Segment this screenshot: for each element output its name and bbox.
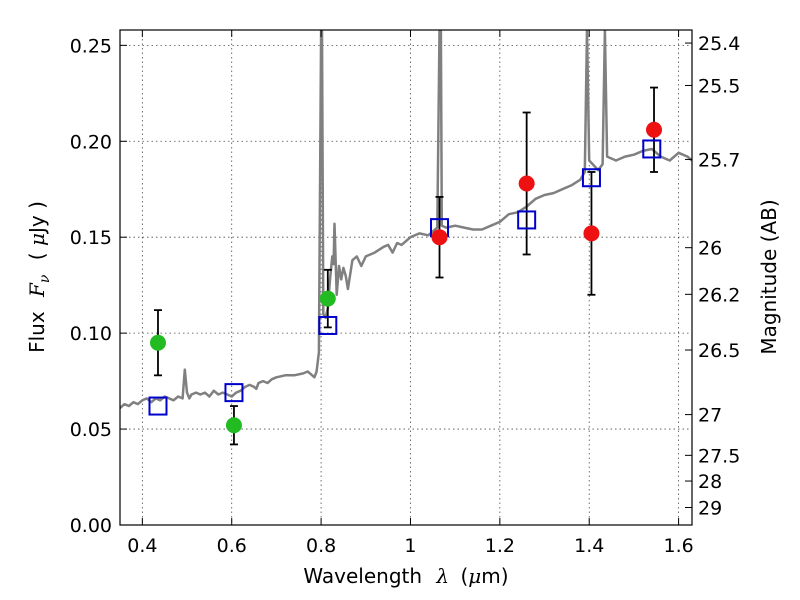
x-axis-label-unit-mu: μ	[468, 564, 481, 588]
plot-frame	[119, 29, 693, 526]
model-point	[642, 139, 662, 159]
observed-points-layer	[149, 121, 663, 434]
y-axis-ticks: 0.00 0.05 0.10 0.15 0.20 0.25	[70, 35, 127, 537]
x-axis-label: Wavelength λ (μm)	[303, 564, 508, 588]
x-tick-label: 1.6	[663, 535, 693, 557]
y-tick-label: 0.05	[70, 419, 112, 441]
model-point	[318, 315, 338, 335]
y-axis-label-text: Flux	[25, 311, 49, 353]
magnitude-tick-label: 25.5	[698, 75, 740, 97]
magnitude-axis-label: Magnitude (AB)	[757, 199, 781, 354]
red-data-point	[646, 121, 663, 138]
y-axis-label-unit-open: (	[25, 252, 49, 260]
y-axis-label-symbol: F	[25, 282, 49, 298]
x-tick-label: 1.2	[485, 535, 515, 557]
green-data-point	[149, 334, 166, 351]
x-axis-label-lambda: λ	[435, 564, 449, 588]
green-data-point	[319, 290, 336, 307]
x-tick-label: 0.6	[217, 535, 247, 557]
red-data-point	[518, 175, 535, 192]
model-point	[581, 168, 601, 188]
magnitude-tick-label: 27	[698, 405, 722, 427]
x-axis-label-unit-rest: m)	[481, 564, 508, 588]
x-axis-label-unit-open: (	[460, 564, 468, 588]
y-axis-label-unit-rest: Jy )	[25, 201, 49, 235]
y-tick-label: 0.00	[70, 515, 112, 537]
magnitude-tick-label: 28	[698, 471, 722, 493]
spectrum-layer	[120, 30, 692, 409]
magnitude-tick-label: 26.2	[698, 284, 740, 306]
x-tick-label: 1.4	[574, 535, 604, 557]
spectrum-line	[120, 30, 692, 409]
y-tick-label: 0.10	[70, 323, 112, 345]
x-tick-label: 1	[404, 535, 416, 557]
model-points-layer	[148, 139, 662, 416]
model-point	[517, 210, 537, 230]
y-axis-label: Flux Fν ( μJy )	[25, 201, 54, 353]
red-data-point	[431, 229, 448, 246]
green-data-point	[225, 417, 242, 434]
x-tick-label: 0.8	[306, 535, 336, 557]
model-point	[148, 396, 168, 416]
x-tick-label: 0.4	[127, 535, 157, 557]
x-axis-label-text: Wavelength	[303, 564, 422, 588]
magnitude-tick-label: 29	[698, 498, 722, 520]
y-axis-label-unit-mu: μ	[25, 233, 49, 246]
grid	[120, 30, 692, 525]
model-point	[224, 383, 244, 403]
magnitude-tick-label: 26	[698, 238, 722, 260]
magnitude-tick-label: 27.5	[698, 445, 740, 467]
y-tick-label: 0.20	[70, 131, 112, 153]
magnitude-tick-label: 25.7	[698, 149, 740, 171]
errorbar-layer	[153, 86, 659, 446]
magnitude-axis-ticks: 25.4 25.5 25.7 26 26.2 26.5 27 27.5 28 29	[685, 33, 740, 520]
magnitude-tick-label: 25.4	[698, 33, 740, 55]
red-data-point	[583, 225, 600, 242]
x-axis-ticks: 0.4 0.6 0.8 1 1.2 1.4 1.6	[127, 30, 694, 557]
y-tick-label: 0.15	[70, 227, 112, 249]
y-tick-label: 0.25	[70, 35, 112, 57]
magnitude-tick-label: 26.5	[698, 340, 740, 362]
y-axis-label-subscript: ν	[37, 274, 53, 283]
